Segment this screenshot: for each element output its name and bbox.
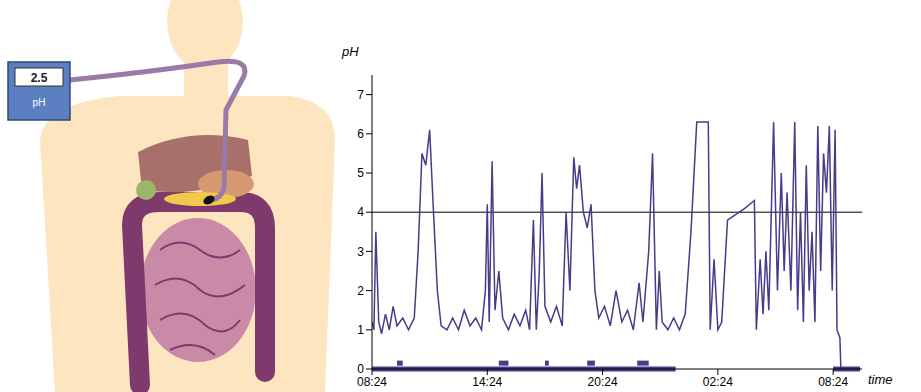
svg-text:2: 2 [357, 284, 364, 298]
html-text:pH: pH [342, 44, 359, 59]
svg-text:08:24: 08:24 [357, 375, 387, 389]
svg-text:1: 1 [357, 323, 364, 337]
svg-text:2.5: 2.5 [31, 71, 48, 85]
svg-text:20:24: 20:24 [588, 375, 618, 389]
html-text:time: time [868, 372, 893, 387]
svg-text:14:24: 14:24 [472, 375, 502, 389]
svg-text:6: 6 [357, 127, 364, 141]
svg-text:pH: pH [33, 97, 46, 108]
svg-text:7: 7 [357, 88, 364, 102]
svg-text:3: 3 [357, 245, 364, 259]
svg-text:0: 0 [357, 362, 364, 376]
svg-text:4: 4 [357, 205, 364, 219]
svg-text:08:24: 08:24 [818, 375, 848, 389]
svg-text:5: 5 [357, 166, 364, 180]
svg-text:02:24: 02:24 [703, 375, 733, 389]
